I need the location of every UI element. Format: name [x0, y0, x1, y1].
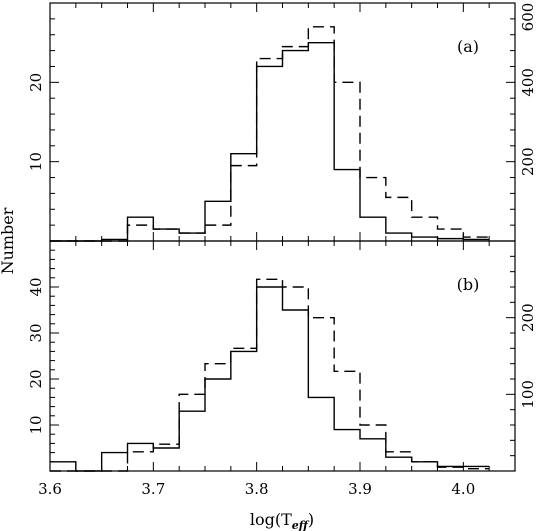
x-tick-label: 3.9	[348, 480, 372, 498]
x-tick-label: 3.8	[245, 480, 269, 498]
x-tick-label: 3.6	[38, 480, 62, 498]
y-tick-label-left: 20	[27, 369, 45, 388]
y-tick-label-right: 200	[519, 303, 537, 332]
histogram-dashed	[50, 26, 490, 242]
y-tick-label-left: 30	[27, 323, 45, 342]
panel-frame	[49, 2, 516, 242]
panel-a: 10 20 200 400 600 (a)	[27, 2, 537, 242]
y-tick-label-left: 40	[27, 277, 45, 296]
histogram-solid	[50, 41, 490, 242]
panel-label: (b)	[457, 275, 480, 294]
y-tick-label-left: 20	[27, 73, 45, 92]
panel-frame	[49, 240, 516, 472]
histogram-solid	[50, 286, 490, 472]
y-tick-label-right: 100	[519, 380, 537, 409]
y-axis-title: Number	[0, 207, 17, 274]
y-tick-label-right: 400	[519, 68, 537, 97]
x-tick-label: 3.7	[141, 480, 165, 498]
x-tick-labels: 3.6 3.7 3.8 3.9 4.0	[38, 480, 475, 498]
y-tick-label-right: 200	[519, 147, 537, 176]
histogram-dashed	[50, 278, 490, 472]
y-tick-label-left: 10	[27, 152, 45, 171]
x-axis-title: log(Teff)	[250, 510, 314, 531]
panel-b: 10 20 30 40 100 200 (b)	[27, 240, 537, 472]
x-tick-label: 4.0	[451, 480, 475, 498]
y-tick-label-right: 600	[519, 3, 537, 32]
y-tick-label-left: 10	[27, 415, 45, 434]
panel-label: (a)	[457, 37, 479, 56]
